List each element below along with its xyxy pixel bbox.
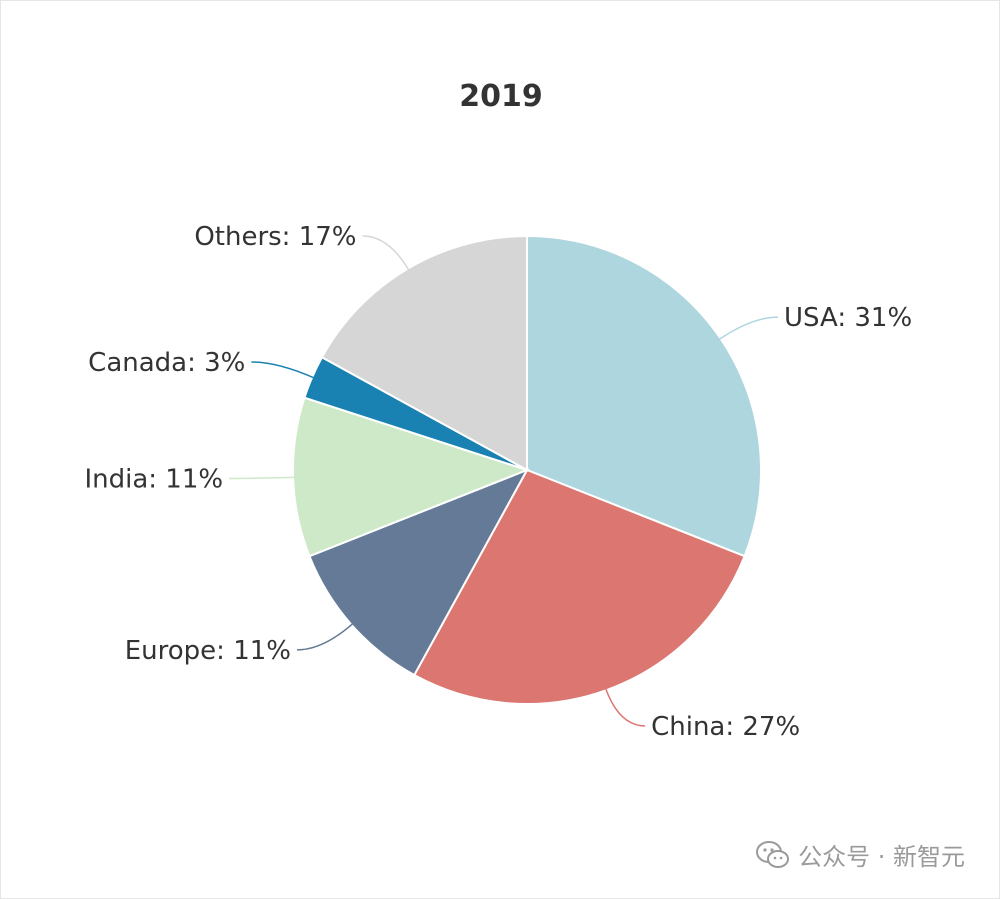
slice-label-china: China: 27% [651,712,800,742]
pie-slices [292,234,763,705]
leader-lines [229,235,779,727]
leader-line-china [604,688,646,727]
leader-line-usa [718,316,779,341]
slice-labels: USA: 31% China: 27% Europe: 11% India: 11% C… [84,222,912,742]
watermark: 公众号 · 新智元 [756,837,965,872]
chart-title: 2019 [459,79,543,114]
slice-label-india: India: 11% [84,465,223,495]
wechat-icon [756,840,790,868]
slice-label-others: Others: 17% [194,222,356,252]
watermark-text: 公众号 · 新智元 [798,843,965,871]
leader-line-canada [251,361,315,379]
slice-label-europe: Europe: 11% [125,636,291,666]
leader-line-europe [296,622,354,651]
slice-label-usa: USA: 31% [784,303,912,333]
slice-label-canada: Canada: 3% [88,348,245,378]
leader-line-others [362,235,410,271]
leader-line-india [229,476,296,480]
